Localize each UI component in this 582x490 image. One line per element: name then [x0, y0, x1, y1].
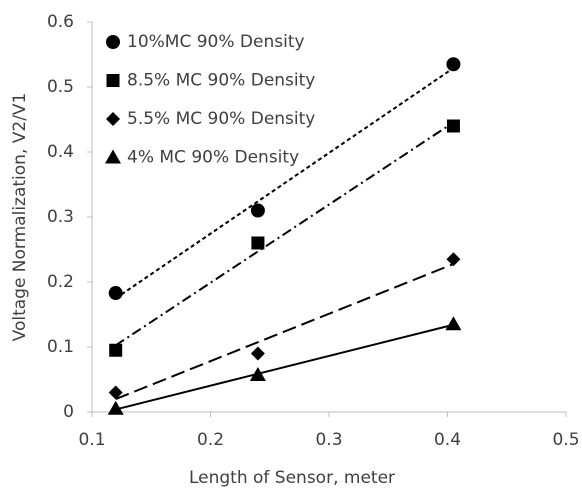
point [446, 57, 461, 72]
legend-label: 8.5% MC 90% Density [127, 71, 315, 91]
point [446, 252, 461, 267]
trendline [115, 323, 454, 411]
point [108, 286, 123, 301]
trendline [115, 263, 454, 400]
x-tick-label: 0.4 [434, 430, 461, 450]
point [107, 400, 124, 415]
y-axis-title: Voltage Normalization, V2/V1 [10, 93, 30, 342]
y-tick-label: 0.6 [47, 12, 74, 32]
point [109, 343, 123, 357]
legend-marker [106, 74, 120, 87]
x-tick-label: 0.1 [78, 430, 105, 450]
x-axis-title: Length of Sensor, meter [189, 468, 395, 488]
y-tick-label: 0.1 [47, 337, 74, 357]
point [250, 346, 265, 361]
x-tick-label: 0.2 [197, 430, 224, 450]
point [108, 385, 123, 400]
point [249, 366, 266, 381]
point [250, 203, 265, 218]
y-tick-label: 0.5 [47, 77, 74, 97]
legend-label: 10%MC 90% Density [127, 32, 305, 52]
legend-marker [106, 112, 120, 126]
point [446, 119, 460, 133]
y-tick-label: 0 [63, 402, 74, 422]
legend-marker [105, 149, 121, 164]
y-tick-label: 0.3 [47, 207, 74, 227]
point [445, 316, 462, 331]
legend-label: 4% MC 90% Density [127, 148, 299, 168]
legend-marker [106, 35, 120, 49]
y-tick-label: 0.2 [47, 272, 74, 292]
trendline [115, 67, 454, 300]
x-tick-label: 0.3 [315, 430, 342, 450]
x-tick-label: 0.5 [552, 430, 579, 450]
y-tick-label: 0.4 [47, 142, 74, 162]
point [251, 236, 265, 250]
trendline [115, 121, 454, 347]
legend-label: 5.5% MC 90% Density [127, 109, 315, 129]
